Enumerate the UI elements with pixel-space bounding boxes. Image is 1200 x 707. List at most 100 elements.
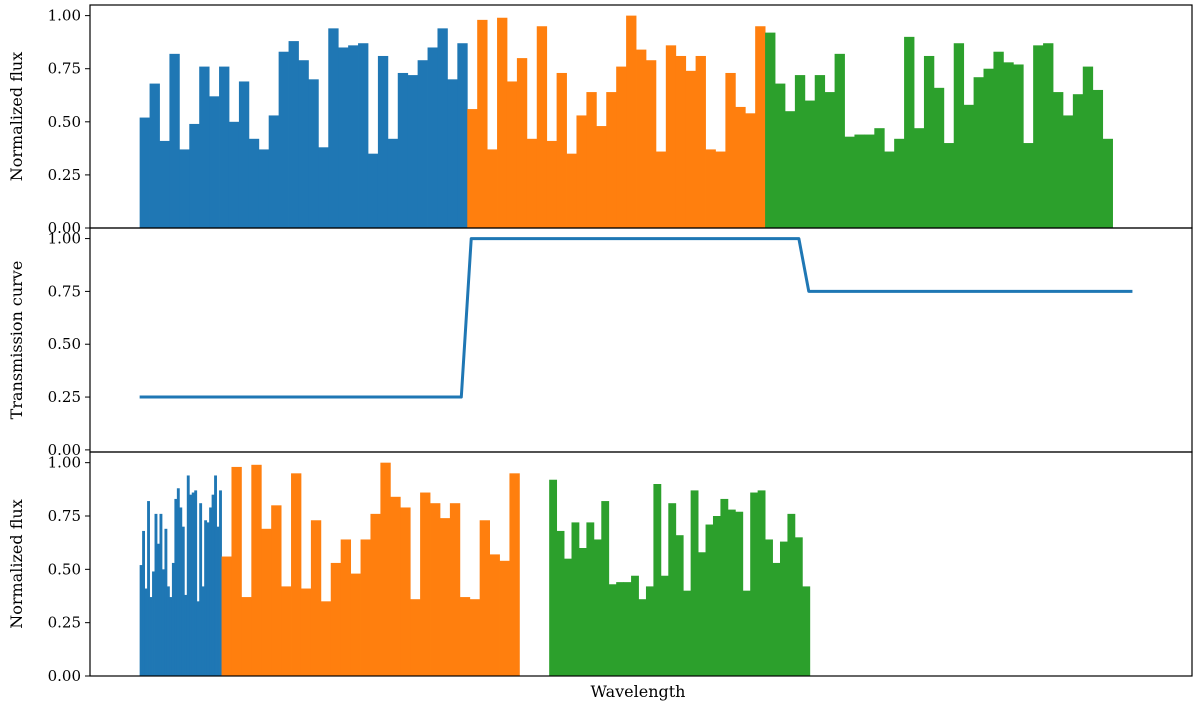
bar-top-s2-24	[1003, 62, 1014, 229]
bar-bottom-s1-3	[251, 464, 262, 676]
bar-top-s2-27	[1033, 45, 1044, 228]
bar-bottom-s2-4	[578, 548, 587, 676]
bar-bottom-s2-18	[683, 590, 692, 676]
bar-bottom-s2-26	[742, 590, 751, 676]
bar-bottom-s2-7	[601, 501, 610, 676]
bar-bottom-s0-30	[214, 475, 217, 676]
bar-top-s1-15	[616, 66, 627, 228]
bar-top-s2-33	[1092, 89, 1104, 228]
bar-bottom-s0-2	[144, 588, 148, 676]
bar-top-s2-4	[804, 100, 816, 228]
bar-bottom-s2-30	[772, 562, 781, 676]
bar-bottom-s2-15	[660, 575, 669, 676]
bar-bottom-s0-4	[149, 597, 153, 676]
bar-bottom-s2-11	[631, 575, 639, 676]
bar-top-s0-10	[238, 81, 250, 229]
bar-bottom-s2-32	[787, 513, 796, 676]
bar-bottom-s0-28	[209, 507, 213, 676]
bar-bottom-s0-12	[169, 597, 173, 676]
bar-bottom-s0-8	[159, 513, 163, 676]
bar-top-s1-10	[566, 153, 577, 228]
bar-top-s2-18	[943, 143, 955, 228]
bar-bottom-s0-6	[154, 513, 158, 676]
ytick-label-top-4: 1.00	[48, 7, 81, 25]
bar-bottom-s2-22	[712, 516, 721, 676]
bar-top-s0-29	[427, 47, 438, 229]
bar-top-s2-11	[874, 128, 885, 228]
bar-top-s1-13	[596, 126, 607, 228]
bar-top-s0-1	[149, 83, 160, 228]
bar-top-s2-10	[864, 134, 875, 228]
ytick-label-middle-0: 0.00	[48, 441, 81, 459]
bar-bottom-s2-29	[765, 539, 773, 676]
bar-bottom-s1-23	[449, 503, 461, 676]
bar-top-s1-24	[705, 149, 716, 228]
bar-bottom-s2-20	[698, 552, 706, 676]
ytick-label-middle-2: 0.50	[48, 335, 81, 353]
bar-top-s0-25	[387, 138, 399, 228]
bar-bottom-s0-26	[204, 520, 208, 676]
bar-bottom-s2-13	[645, 586, 654, 676]
bar-top-s2-1	[775, 83, 786, 228]
bar-bottom-s1-28	[499, 560, 510, 676]
ytick-label-bottom-0: 0.00	[48, 667, 81, 685]
bar-bottom-s2-1	[556, 530, 565, 676]
bar-top-s1-6	[526, 138, 538, 228]
bar-top-s1-3	[497, 17, 508, 228]
bar-bottom-s0-17	[181, 526, 185, 676]
bar-top-s0-7	[209, 96, 220, 228]
bar-bottom-s0-14	[174, 498, 178, 676]
bar-top-s1-5	[516, 58, 528, 228]
bar-top-s2-15	[914, 128, 925, 228]
bar-top-s1-21	[675, 55, 687, 228]
bar-top-s0-16	[298, 60, 309, 228]
x-axis-label: Wavelength	[591, 682, 686, 701]
bar-bottom-s2-6	[593, 539, 602, 676]
bar-top-s1-23	[695, 55, 706, 228]
y-axis-label-middle: Transmission curve	[7, 261, 26, 420]
bar-bottom-s2-10	[623, 582, 632, 676]
bar-top-s0-19	[328, 28, 339, 228]
bar-bottom-s0-31	[216, 526, 220, 676]
bar-bottom-s2-14	[653, 484, 662, 676]
bar-top-s2-16	[923, 55, 935, 228]
bar-top-s1-18	[645, 60, 657, 228]
bar-top-s2-20	[963, 104, 974, 228]
ytick-label-top-3: 0.75	[48, 60, 81, 78]
bar-top-s2-21	[973, 77, 984, 229]
ytick-label-top-2: 0.50	[48, 113, 81, 131]
bar-bottom-s1-1	[231, 466, 242, 676]
y-axis-label-bottom: Normalized flux	[7, 499, 26, 628]
bar-bottom-s0-19	[186, 475, 190, 676]
bar-bottom-s1-8	[300, 588, 312, 676]
bar-top-s0-3	[169, 53, 180, 228]
bar-top-s0-26	[397, 72, 409, 229]
bar-bottom-s2-25	[735, 511, 744, 676]
bar-bottom-s2-8	[608, 584, 617, 676]
bar-top-s2-6	[824, 92, 835, 228]
bar-bottom-s2-24	[727, 509, 736, 676]
bar-bottom-s0-25	[201, 586, 205, 676]
bar-top-s2-2	[784, 111, 796, 228]
bar-top-s2-32	[1082, 66, 1094, 228]
bar-bottom-s1-0	[221, 556, 232, 676]
bar-bottom-s0-24	[199, 503, 203, 676]
bar-top-s1-0	[467, 109, 478, 228]
bar-bottom-s1-7	[291, 473, 302, 676]
bar-bottom-s0-15	[176, 488, 180, 676]
bar-bottom-s0-11	[166, 586, 170, 676]
bar-bottom-s1-10	[320, 601, 332, 676]
bar-top-s2-17	[933, 87, 945, 228]
bar-bottom-s1-22	[439, 518, 451, 676]
bar-top-s0-23	[367, 153, 379, 228]
bar-top-s0-32	[457, 43, 468, 229]
bar-top-s1-19	[655, 151, 667, 228]
bar-bottom-s0-21	[191, 492, 195, 676]
bar-top-s1-28	[745, 113, 756, 228]
axes-frame-bottom	[89, 451, 1193, 677]
bar-bottom-s2-31	[779, 541, 788, 676]
bar-bottom-s1-27	[489, 554, 500, 676]
ytick-label-bottom-1: 0.25	[48, 614, 81, 632]
bar-top-s1-29	[755, 26, 766, 228]
